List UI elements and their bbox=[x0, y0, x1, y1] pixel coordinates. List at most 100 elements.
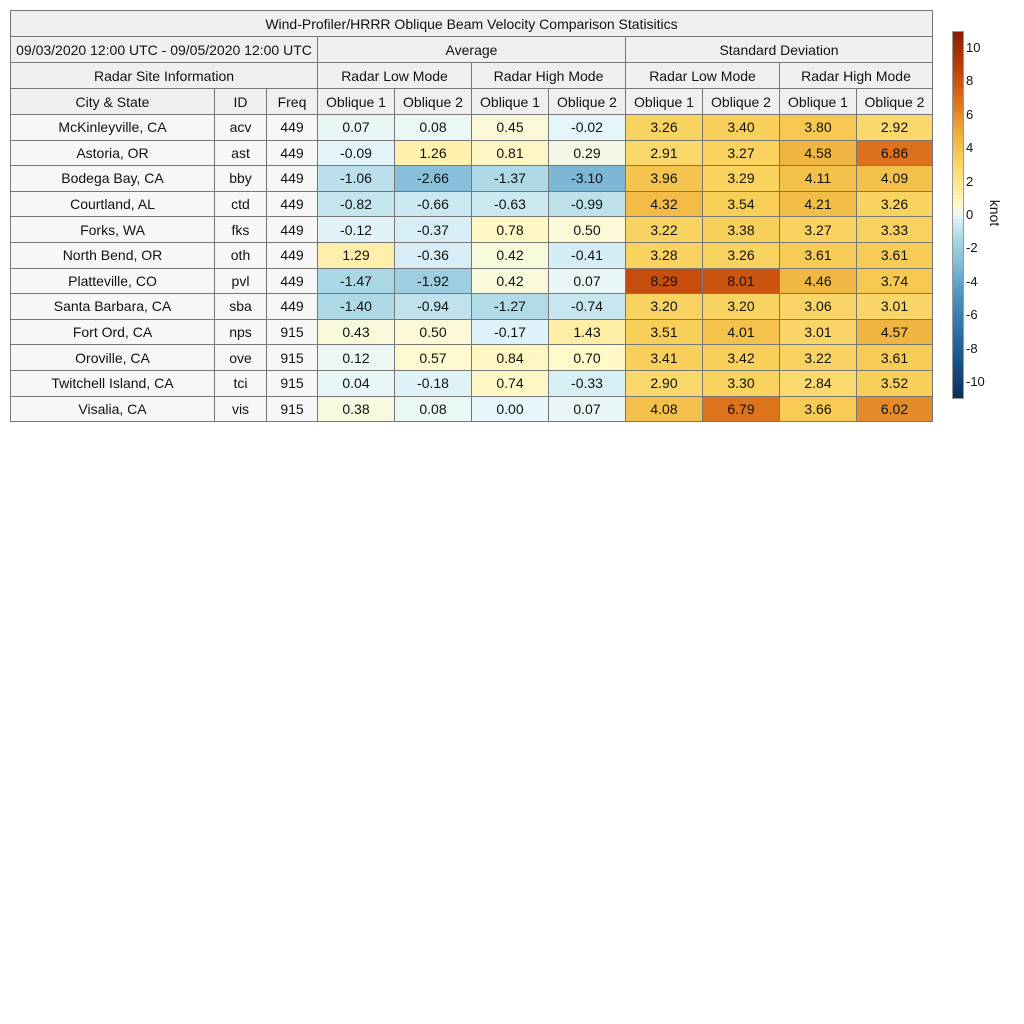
heatmap-cell: 3.27 bbox=[779, 216, 857, 243]
table-row: North Bend, OR oth 449 1.29 -0.36 0.42 -0.41 3.… bbox=[10, 241, 933, 269]
heatmap-cell: -0.41 bbox=[548, 241, 626, 269]
heatmap-cell: 3.27 bbox=[702, 139, 780, 167]
mode-header-avg-low: Radar Low Mode bbox=[317, 62, 472, 89]
heatmap-cell: 2.92 bbox=[856, 114, 933, 141]
site-freq: 449 bbox=[266, 165, 318, 192]
colorbar-band bbox=[953, 390, 963, 395]
heatmap-cell: 3.20 bbox=[702, 293, 780, 320]
colorbar-band bbox=[953, 326, 963, 331]
heatmap-cell: 6.79 bbox=[702, 395, 780, 423]
colorbar-band bbox=[953, 362, 963, 367]
heatmap-cell: 0.50 bbox=[548, 216, 626, 243]
column-header-8: Oblique 2 bbox=[702, 88, 780, 115]
site-id: pvl bbox=[214, 267, 267, 295]
heatmap-cell: 2.84 bbox=[779, 369, 857, 397]
colorbar-tick-label: -10 bbox=[966, 374, 985, 390]
site-freq: 449 bbox=[266, 267, 318, 295]
heatmap-cell: 3.52 bbox=[856, 369, 933, 397]
column-header-2: Freq bbox=[266, 88, 318, 115]
site-freq: 449 bbox=[266, 139, 318, 167]
site-id: fks bbox=[214, 216, 267, 243]
group-header-average: Average bbox=[317, 36, 626, 63]
heatmap-cell: 3.28 bbox=[625, 241, 703, 269]
heatmap-cell: -0.36 bbox=[394, 241, 472, 269]
site-city: Fort Ord, CA bbox=[10, 318, 215, 346]
colorbar-band bbox=[953, 32, 963, 37]
heatmap-cell: 4.46 bbox=[779, 267, 857, 295]
colorbar-band bbox=[953, 215, 963, 220]
colorbar-band bbox=[953, 230, 963, 236]
heatmap-cell: -1.92 bbox=[394, 267, 472, 295]
heatmap-cell: 3.41 bbox=[625, 344, 703, 371]
colorbar-band bbox=[953, 115, 963, 121]
heatmap-cell: 0.43 bbox=[317, 318, 395, 346]
statistics-table: Wind-Profiler/HRRR Oblique Beam Velocity… bbox=[10, 10, 933, 423]
colorbar-tick-label: 10 bbox=[966, 39, 981, 55]
table-row: Platteville, CO pvl 449 -1.47 -1.92 0.42 0.07 8… bbox=[10, 267, 933, 295]
colorbar-band bbox=[953, 71, 963, 77]
heatmap-cell: 0.42 bbox=[471, 241, 549, 269]
heatmap-cell: 0.07 bbox=[548, 267, 626, 295]
heatmap-cell: 3.01 bbox=[856, 293, 933, 320]
mode-header-std-low: Radar Low Mode bbox=[625, 62, 780, 89]
site-freq: 449 bbox=[266, 190, 318, 218]
heatmap-cell: -1.47 bbox=[317, 267, 395, 295]
colorbar-band bbox=[953, 250, 963, 256]
colorbar-band bbox=[953, 67, 963, 73]
heatmap-cell: -0.02 bbox=[548, 114, 626, 141]
colorbar-band bbox=[953, 87, 963, 93]
colorbar-band bbox=[953, 59, 963, 65]
colorbar-band bbox=[953, 99, 963, 105]
group-header-std-dev: Standard Deviation bbox=[625, 36, 933, 63]
site-city: Oroville, CA bbox=[10, 344, 215, 371]
colorbar-band bbox=[953, 354, 963, 359]
heatmap-cell: 3.33 bbox=[856, 216, 933, 243]
table-row: Twitchell Island, CA tci 915 0.04 -0.18 0.74-… bbox=[10, 369, 933, 397]
colorbar-band bbox=[953, 127, 963, 132]
colorbar-band bbox=[953, 234, 963, 240]
heatmap-cell: 0.74 bbox=[471, 369, 549, 397]
heatmap-cell: 3.51 bbox=[625, 318, 703, 346]
colorbar-band bbox=[953, 346, 963, 351]
heatmap-cell: -3.10 bbox=[548, 165, 626, 192]
site-id: ast bbox=[214, 139, 267, 167]
site-city: Bodega Bay, CA bbox=[10, 165, 215, 192]
heatmap-cell: 0.07 bbox=[548, 395, 626, 423]
heatmap-cell: 3.40 bbox=[702, 114, 780, 141]
colorbar-band bbox=[953, 63, 963, 69]
colorbar-band bbox=[953, 330, 963, 335]
date-range: 09/03/2020 12:00 UTC - 09/05/2020 12:00 … bbox=[10, 36, 318, 63]
heatmap-cell: 0.81 bbox=[471, 139, 549, 167]
heatmap-cell: -1.40 bbox=[317, 293, 395, 320]
heatmap-cell: 0.08 bbox=[394, 395, 472, 423]
heatmap-cell: -0.99 bbox=[548, 190, 626, 218]
site-id: ove bbox=[214, 344, 267, 371]
heatmap-cell: 0.70 bbox=[548, 344, 626, 371]
colorbar-band bbox=[953, 278, 963, 284]
heatmap-cell: -0.66 bbox=[394, 190, 472, 218]
site-city: North Bend, OR bbox=[10, 241, 215, 269]
heatmap-cell: 3.26 bbox=[856, 190, 933, 218]
colorbar-band bbox=[953, 155, 963, 160]
heatmap-cell: 0.50 bbox=[394, 318, 472, 346]
heatmap-cell: 8.29 bbox=[625, 267, 703, 295]
heatmap-cell: -1.37 bbox=[471, 165, 549, 192]
heatmap-cell: -1.27 bbox=[471, 293, 549, 320]
colorbar-band bbox=[953, 306, 963, 311]
colorbar-band bbox=[953, 274, 963, 280]
colorbar-tick-label: -6 bbox=[966, 307, 978, 323]
table-row: Santa Barbara, CA sba 449 -1.40 -0.94 -1.27 -0… bbox=[10, 293, 933, 320]
colorbar-band bbox=[953, 51, 963, 57]
site-freq: 449 bbox=[266, 216, 318, 243]
colorbar-band bbox=[953, 107, 963, 113]
heatmap-cell: 4.11 bbox=[779, 165, 857, 192]
colorbar-band bbox=[953, 83, 963, 89]
colorbar-band bbox=[953, 266, 963, 272]
colorbar-band bbox=[953, 314, 963, 319]
heatmap-cell: 0.57 bbox=[394, 344, 472, 371]
site-freq: 915 bbox=[266, 318, 318, 346]
colorbar-band bbox=[953, 338, 963, 343]
colorbar-band bbox=[953, 342, 963, 347]
colorbar-band bbox=[953, 302, 963, 307]
